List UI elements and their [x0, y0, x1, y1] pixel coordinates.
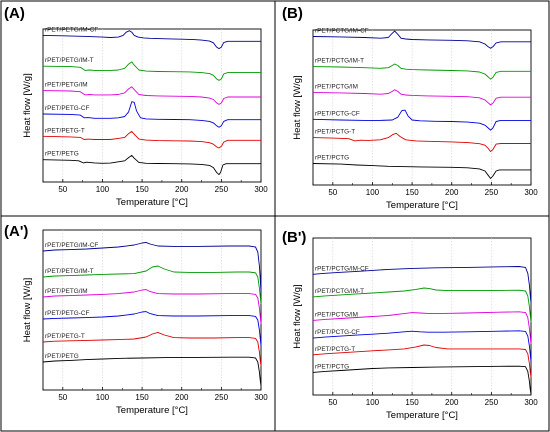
x-tick-label: 150 [405, 188, 419, 197]
series-line [42, 101, 261, 128]
x-tick-label: 250 [215, 185, 229, 194]
x-tick-label: 100 [96, 185, 110, 194]
x-tick-label: 100 [96, 393, 110, 402]
series-line [312, 266, 532, 303]
x-tick-label: 250 [485, 188, 499, 197]
series-line [312, 344, 532, 378]
series-label: rPET/PCTG-CF [315, 329, 360, 336]
series-line [42, 61, 261, 81]
x-tick-label: 200 [175, 185, 189, 194]
panel-1: (A) 50 100 150 200 250 300 Temperature [°C] Heat… [4, 5, 268, 208]
series-label: rPET/PETG/IM [45, 288, 88, 295]
series-label: rPET/PCTG/IM-CF [315, 27, 369, 34]
panel-2: (B) 50 100 150 200 250 300 Temperature [°C] Heat… [282, 5, 538, 211]
x-tick-label: 200 [175, 393, 189, 402]
series-line [312, 311, 532, 345]
series-line [42, 130, 261, 149]
series-label: rPET/PETG [45, 353, 79, 360]
series-line [312, 163, 531, 179]
series-label: rPET/PETG/IM-CF [45, 242, 98, 249]
series-label: rPET/PCTG/IM [315, 83, 358, 90]
panel-letter: (B) [282, 5, 303, 22]
y-axis-title: Heat flow [W/g] [292, 75, 303, 139]
series-line [42, 265, 262, 305]
series-label: rPET/PCTG/IM-T [315, 58, 364, 65]
x-tick-label: 50 [58, 393, 67, 402]
series-label: rPET/PCTG-T [315, 129, 355, 136]
series-line [312, 330, 532, 362]
plot-frame [42, 229, 262, 391]
series-label: rPET/PCTG-CF [315, 110, 360, 117]
series-line [42, 311, 262, 347]
x-tick-label: 100 [366, 398, 380, 407]
series-line [42, 30, 261, 50]
series-label: rPET/PETG/IM-CF [45, 26, 98, 33]
x-axis-title: Temperature [°C] [386, 410, 458, 421]
series-label: rPET/PETG-T [45, 333, 85, 340]
series-label: rPET/PETG/IM-T [45, 57, 94, 64]
series-line [312, 109, 531, 131]
series-label: rPET/PCTG/IM [315, 311, 358, 318]
y-axis-title: Heat flow [W/g] [22, 278, 33, 342]
series-label: rPET/PCTG [315, 154, 349, 161]
x-tick-label: 150 [135, 185, 149, 194]
series-label: rPET/PCTG/IM-CF [315, 265, 369, 272]
series-line [312, 63, 531, 80]
panel-3: (A') 50 100 150 200 250 300 Temperature [°C] Hea… [4, 223, 268, 416]
x-axis-title: Temperature [°C] [116, 197, 188, 208]
series-line [42, 154, 261, 176]
x-tick-label: 50 [328, 398, 337, 407]
series-label: rPET/PCTG/IM-T [315, 288, 364, 295]
x-tick-label: 200 [445, 188, 459, 197]
panel-letter: (A) [4, 5, 25, 22]
x-tick-label: 250 [215, 393, 229, 402]
panel-letter: (B') [282, 229, 306, 246]
x-tick-label: 50 [328, 188, 337, 197]
series-line [42, 356, 262, 387]
x-tick-label: 300 [254, 393, 268, 402]
series-line [312, 30, 531, 49]
series-label: rPET/PETG [45, 151, 79, 158]
panel-4: (B') 50 100 150 200 250 300 Temperature [°C] Hea… [282, 229, 538, 421]
series-line [42, 86, 261, 105]
series-line [42, 241, 262, 293]
panel-letter: (A') [4, 223, 28, 240]
series-label: rPET/PETG-T [45, 127, 85, 134]
plot-frame [312, 237, 532, 396]
x-axis-title: Temperature [°C] [386, 200, 458, 211]
x-tick-label: 300 [254, 185, 268, 194]
x-tick-label: 50 [58, 185, 67, 194]
series-label: rPET/PETG/IM [45, 82, 88, 89]
series-line [312, 132, 531, 153]
x-tick-label: 150 [405, 398, 419, 407]
plot-frame [312, 29, 532, 186]
x-tick-label: 100 [366, 188, 380, 197]
plot-frame [42, 28, 262, 183]
series-line [312, 365, 532, 395]
series-label: rPET/PCTG [315, 363, 349, 370]
x-tick-label: 200 [445, 398, 459, 407]
series-label: rPET/PCTG-T [315, 346, 355, 353]
series-line [42, 331, 262, 367]
x-tick-label: 300 [524, 188, 538, 197]
series-line [42, 289, 262, 325]
series-label: rPET/PETG-CF [45, 105, 89, 112]
series-label: rPET/PETG/IM-T [45, 268, 94, 275]
x-axis-title: Temperature [°C] [116, 405, 188, 416]
x-tick-label: 300 [524, 398, 538, 407]
y-axis-title: Heat flow [W/g] [292, 284, 303, 348]
x-tick-label: 250 [485, 398, 499, 407]
series-label: rPET/PETG-CF [45, 310, 89, 317]
x-tick-label: 150 [135, 393, 149, 402]
series-line [312, 287, 532, 323]
series-line [312, 89, 531, 106]
y-axis-title: Heat flow [W/g] [22, 73, 33, 137]
